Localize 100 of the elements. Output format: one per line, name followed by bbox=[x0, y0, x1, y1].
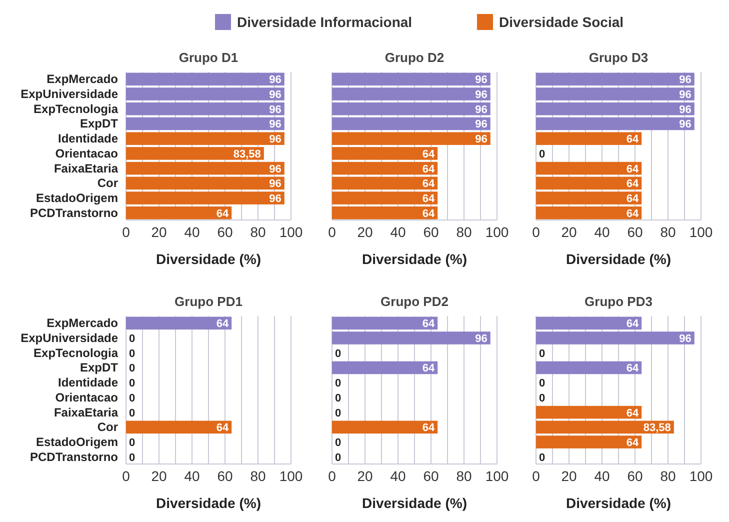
x-tick-label: 40 bbox=[184, 224, 200, 240]
x-tick-label: 80 bbox=[456, 468, 472, 484]
data-label: 0 bbox=[335, 348, 342, 360]
data-label: 0 bbox=[539, 452, 546, 464]
bar bbox=[536, 420, 674, 434]
x-tick-label: 20 bbox=[561, 224, 577, 240]
data-label: 0 bbox=[335, 392, 342, 404]
data-label: 96 bbox=[269, 134, 282, 146]
bar bbox=[126, 206, 232, 220]
x-tick-label: 80 bbox=[660, 224, 676, 240]
data-label: 96 bbox=[475, 88, 488, 101]
bar bbox=[126, 192, 284, 204]
data-label: 0 bbox=[129, 392, 136, 404]
chart-title: Grupo D1 bbox=[178, 50, 238, 65]
data-label: 96 bbox=[475, 134, 488, 146]
chart-title: Grupo PD2 bbox=[380, 294, 448, 309]
data-label: 0 bbox=[129, 348, 136, 360]
x-tick-label: 100 bbox=[485, 468, 509, 484]
x-axis-title: Diversidade (%) bbox=[362, 251, 468, 267]
x-tick-label: 40 bbox=[184, 468, 200, 484]
y-tick-label: Orientacao bbox=[55, 390, 118, 404]
bar bbox=[126, 162, 284, 175]
data-label: 0 bbox=[539, 392, 546, 404]
data-label: 64 bbox=[422, 163, 436, 176]
y-tick-label: ExpUniversidade bbox=[20, 330, 118, 345]
x-tick-label: 20 bbox=[357, 224, 373, 240]
x-tick-label: 100 bbox=[689, 224, 713, 240]
y-tick-label: ExpDT bbox=[80, 360, 119, 375]
data-label: 96 bbox=[269, 74, 282, 86]
y-tick-label: FaixaEtaria bbox=[54, 161, 118, 176]
x-tick-label: 80 bbox=[250, 224, 266, 240]
data-label: 64 bbox=[216, 422, 230, 434]
data-label: 0 bbox=[129, 437, 136, 450]
x-tick-label: 40 bbox=[594, 468, 610, 484]
chart-title: Grupo D2 bbox=[384, 50, 444, 65]
x-tick-label: 60 bbox=[423, 224, 439, 240]
data-label: 0 bbox=[539, 148, 546, 160]
bar bbox=[126, 72, 284, 86]
data-label: 96 bbox=[269, 104, 282, 116]
x-tick-label: 100 bbox=[279, 224, 303, 240]
chart-title: Grupo PD1 bbox=[174, 294, 242, 309]
bar bbox=[126, 147, 264, 160]
data-label: 0 bbox=[129, 452, 136, 464]
y-tick-label: Cor bbox=[97, 420, 118, 434]
data-label: 64 bbox=[626, 163, 640, 176]
data-label: 0 bbox=[129, 407, 136, 420]
data-label: 64 bbox=[216, 318, 230, 330]
bar bbox=[536, 436, 642, 448]
data-label: 64 bbox=[626, 208, 640, 220]
data-label: 0 bbox=[335, 407, 342, 420]
data-label: 96 bbox=[269, 163, 282, 176]
y-tick-label: PCDTranstorno bbox=[30, 206, 118, 220]
data-label: 96 bbox=[475, 74, 488, 86]
x-tick-label: 60 bbox=[627, 468, 643, 484]
x-tick-label: 0 bbox=[328, 468, 336, 484]
x-tick-label: 0 bbox=[122, 224, 130, 240]
y-tick-label: EstadoOrigem bbox=[36, 191, 118, 206]
data-label: 96 bbox=[679, 88, 692, 101]
data-label: 0 bbox=[539, 378, 546, 390]
data-label: 64 bbox=[422, 362, 436, 375]
data-label: 96 bbox=[475, 104, 488, 116]
y-tick-label: PCDTranstorno bbox=[30, 450, 118, 464]
data-label: 64 bbox=[626, 318, 640, 330]
data-label: 64 bbox=[422, 193, 436, 206]
y-tick-label: Cor bbox=[97, 176, 118, 190]
legend-label: Diversidade Social bbox=[499, 14, 624, 30]
data-label: 64 bbox=[422, 148, 436, 160]
data-label: 64 bbox=[626, 362, 640, 375]
y-tick-label: ExpTecnologia bbox=[34, 346, 118, 360]
bar bbox=[126, 88, 284, 100]
x-tick-label: 0 bbox=[122, 468, 130, 484]
x-tick-label: 0 bbox=[532, 224, 540, 240]
y-tick-label: ExpUniversidade bbox=[20, 86, 118, 101]
data-label: 83,58 bbox=[233, 148, 261, 160]
x-tick-label: 100 bbox=[279, 468, 303, 484]
data-label: 64 bbox=[422, 178, 436, 190]
data-label: 96 bbox=[475, 118, 488, 131]
data-label: 0 bbox=[539, 348, 546, 360]
data-label: 64 bbox=[626, 193, 640, 206]
data-label: 96 bbox=[269, 118, 282, 131]
data-label: 0 bbox=[335, 378, 342, 390]
data-label: 64 bbox=[422, 318, 436, 330]
bar bbox=[536, 332, 694, 344]
x-tick-label: 20 bbox=[151, 468, 167, 484]
y-tick-label: ExpMercado bbox=[46, 316, 118, 330]
x-tick-label: 80 bbox=[660, 468, 676, 484]
data-label: 83,58 bbox=[643, 422, 671, 434]
data-label: 96 bbox=[475, 332, 488, 345]
data-label: 64 bbox=[626, 134, 640, 146]
y-tick-label: FaixaEtaria bbox=[54, 405, 118, 420]
data-label: 96 bbox=[269, 178, 282, 190]
data-label: 0 bbox=[129, 378, 136, 390]
chart-title: Grupo D3 bbox=[588, 50, 648, 65]
x-tick-label: 20 bbox=[357, 468, 373, 484]
x-tick-label: 0 bbox=[532, 468, 540, 484]
data-label: 64 bbox=[422, 422, 436, 434]
x-axis-title: Diversidade (%) bbox=[566, 251, 672, 267]
x-axis-title: Diversidade (%) bbox=[566, 495, 672, 511]
x-tick-label: 40 bbox=[390, 224, 406, 240]
x-tick-label: 60 bbox=[627, 224, 643, 240]
